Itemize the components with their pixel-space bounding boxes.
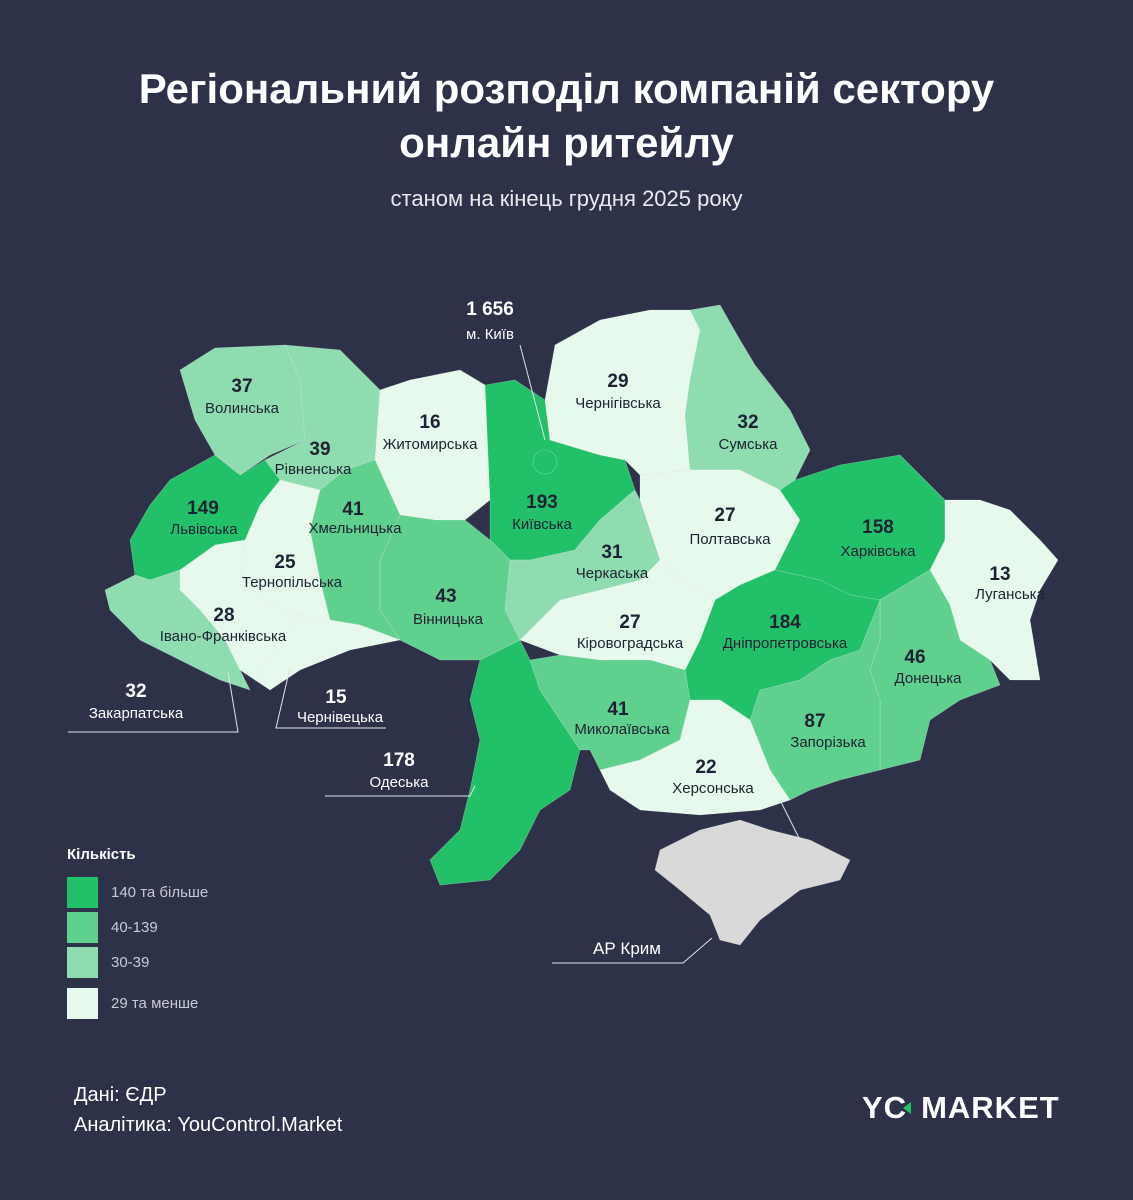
label-zaporizka: Запорізька <box>790 734 866 751</box>
region-sumska[interactable] <box>684 304 811 491</box>
value-lvivska: 149 <box>187 498 219 519</box>
region-luhanska[interactable] <box>929 499 1059 681</box>
region-kyiv-city[interactable] <box>532 449 558 475</box>
label-sumska: Сумська <box>718 436 778 453</box>
legend-label: 40-139 <box>111 919 158 936</box>
value-khersonska: 22 <box>695 757 716 778</box>
analytics-credit: Аналітика: YouControl.Market <box>74 1114 343 1136</box>
label-kyivska: Київська <box>512 516 572 533</box>
legend-swatch <box>67 877 98 908</box>
label-lvivska: Львівська <box>170 521 238 538</box>
legend-item: 29 та менше <box>67 986 208 1021</box>
legend-label: 140 та більше <box>111 884 209 901</box>
legend-swatch <box>67 947 98 978</box>
region-crimea[interactable] <box>654 819 851 946</box>
value-dnipropetrovska: 184 <box>769 612 801 633</box>
label-khersonska: Херсонська <box>672 780 754 797</box>
value-zaporizka: 87 <box>804 711 825 732</box>
logo-mark-icon <box>903 1102 912 1114</box>
value-kirovohradska: 27 <box>619 612 640 633</box>
legend-item: 30-39 <box>67 945 208 980</box>
value-chernivetska: 15 <box>325 687 347 708</box>
value-zakarpatska: 32 <box>125 681 146 702</box>
leader-zakarpatska <box>68 671 239 733</box>
label-zakarpatska: Закарпатська <box>89 705 184 722</box>
value-ternopilska: 25 <box>274 552 296 573</box>
footer: Дані: ЄДР Аналітика: YouControl.Market <box>74 1080 342 1140</box>
value-kyivska: 193 <box>526 492 558 513</box>
leader-zaporizka-coast <box>779 799 801 841</box>
logo-left: YC <box>862 1090 908 1125</box>
value-khmelnytska: 41 <box>342 499 364 520</box>
leader-crimea <box>552 937 713 964</box>
label-mykolaivska: Миколаївська <box>574 721 670 738</box>
legend-swatch <box>67 988 98 1019</box>
label-luhanska: Луганська <box>975 586 1045 603</box>
legend-label: 29 та менше <box>111 995 199 1012</box>
region-zakarpatska[interactable] <box>104 569 251 691</box>
label-kyiv-city: м. Київ <box>466 326 514 343</box>
title-line-2: онлайн ритейлу <box>399 119 734 166</box>
label-cherkaska: Черкаська <box>576 565 649 582</box>
value-poltavska: 27 <box>714 505 735 526</box>
subtitle: станом на кінець грудня 2025 року <box>390 186 743 211</box>
label-dnipropetrovska: Дніпропетровська <box>723 635 848 652</box>
legend: Кількість 140 та більше 40-139 30-39 29 … <box>67 846 208 1021</box>
leader-chernivetska <box>275 667 386 729</box>
leader-kyiv-city <box>519 344 546 441</box>
value-volynska: 37 <box>231 376 252 397</box>
leader-odeska <box>325 785 476 797</box>
legend-item: 140 та більше <box>67 875 208 910</box>
legend-label: 30-39 <box>111 954 150 971</box>
page-title: Регіональний розподіл компаній сектору о… <box>0 62 1133 170</box>
label-zhytomyrska: Житомирська <box>383 436 479 453</box>
label-kirovohradska: Кіровоградська <box>577 635 684 652</box>
value-kharkivska: 158 <box>862 517 894 538</box>
value-luhanska: 13 <box>989 564 1010 585</box>
label-ivano-frankivska: Івано-Франківська <box>160 628 287 645</box>
value-ivano-frankivska: 28 <box>213 605 234 626</box>
label-odeska: Одеська <box>370 774 430 791</box>
legend-item: 40-139 <box>67 910 208 945</box>
yc-market-logo: YC MARKET <box>862 1090 1060 1126</box>
value-mykolaivska: 41 <box>607 699 629 720</box>
label-rivnenska: Рівненська <box>275 461 352 478</box>
value-donetska: 46 <box>904 647 925 668</box>
value-sumska: 32 <box>737 412 758 433</box>
label-chernivetska: Чернівецька <box>297 709 384 726</box>
value-vinnytska: 43 <box>435 586 456 607</box>
region-odeska[interactable] <box>429 639 581 886</box>
label-ternopilska: Тернопільська <box>242 574 343 591</box>
value-kyiv-city: 1 656 <box>466 299 514 320</box>
label-crimea: АР Крим <box>593 939 661 958</box>
label-donetska: Донецька <box>895 670 963 687</box>
title-line-1: Регіональний розподіл компаній сектору <box>138 65 995 112</box>
label-khmelnytska: Хмельницька <box>308 520 402 537</box>
label-volynska: Волинська <box>205 400 280 417</box>
region-khersonska[interactable] <box>599 699 791 816</box>
region-khmelnytska[interactable] <box>309 459 401 641</box>
value-cherkaska: 31 <box>601 542 623 563</box>
data-source: Дані: ЄДР <box>74 1084 167 1106</box>
value-odeska: 178 <box>383 750 415 771</box>
value-zhytomyrska: 16 <box>419 412 440 433</box>
region-chernivetska[interactable] <box>254 614 402 691</box>
label-vinnytska: Вінницька <box>413 611 484 628</box>
label-kharkivska: Харківська <box>841 543 917 560</box>
legend-title: Кількість <box>67 846 136 863</box>
label-chernihivska: Чернігівська <box>575 395 661 412</box>
region-volynska[interactable] <box>179 344 306 476</box>
logo-right: MARKET <box>921 1090 1060 1125</box>
value-rivnenska: 39 <box>309 439 330 460</box>
legend-swatch <box>67 912 98 943</box>
value-chernihivska: 29 <box>607 371 628 392</box>
label-poltavska: Полтавська <box>690 531 772 548</box>
